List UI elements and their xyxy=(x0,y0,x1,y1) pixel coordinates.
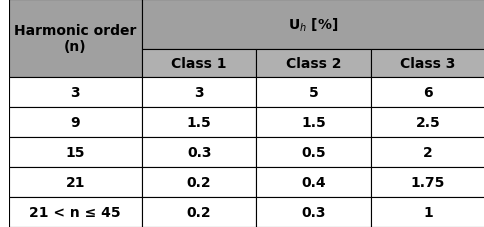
Text: 1.5: 1.5 xyxy=(186,115,211,129)
Text: 3: 3 xyxy=(194,85,204,99)
Bar xyxy=(256,137,370,167)
Bar xyxy=(256,77,370,107)
Text: 0.2: 0.2 xyxy=(186,175,211,189)
Bar xyxy=(9,197,142,227)
Bar xyxy=(370,137,484,167)
Text: Class 2: Class 2 xyxy=(285,57,341,71)
Bar xyxy=(142,50,256,77)
Bar xyxy=(9,167,142,197)
Bar xyxy=(370,50,484,77)
Bar xyxy=(370,107,484,137)
Text: 15: 15 xyxy=(65,145,85,159)
Text: 0.3: 0.3 xyxy=(301,205,325,219)
Text: 1.5: 1.5 xyxy=(301,115,325,129)
Bar xyxy=(142,137,256,167)
Text: 0.2: 0.2 xyxy=(186,205,211,219)
Text: 21: 21 xyxy=(65,175,85,189)
Bar xyxy=(9,77,142,107)
Bar xyxy=(9,107,142,137)
Bar xyxy=(9,137,142,167)
Bar xyxy=(256,107,370,137)
Bar xyxy=(142,107,256,137)
Text: Class 3: Class 3 xyxy=(399,57,454,71)
Text: 6: 6 xyxy=(422,85,432,99)
Text: 2: 2 xyxy=(422,145,432,159)
Bar xyxy=(256,50,370,77)
Text: 3: 3 xyxy=(70,85,80,99)
Text: Class 1: Class 1 xyxy=(171,57,227,71)
Text: 21 < n ≤ 45: 21 < n ≤ 45 xyxy=(30,205,121,219)
Bar xyxy=(9,0,142,77)
Bar xyxy=(256,197,370,227)
Text: 0.5: 0.5 xyxy=(301,145,325,159)
Bar xyxy=(370,77,484,107)
Text: 1: 1 xyxy=(422,205,432,219)
Text: 9: 9 xyxy=(70,115,80,129)
Text: U$_h$ [%]: U$_h$ [%] xyxy=(288,16,338,34)
Bar xyxy=(142,0,484,50)
Text: 2.5: 2.5 xyxy=(415,115,439,129)
Bar xyxy=(142,77,256,107)
Text: 0.3: 0.3 xyxy=(186,145,211,159)
Bar xyxy=(142,197,256,227)
Bar xyxy=(370,167,484,197)
Bar xyxy=(142,167,256,197)
Text: 5: 5 xyxy=(308,85,318,99)
Text: 0.4: 0.4 xyxy=(301,175,325,189)
Text: 1.75: 1.75 xyxy=(410,175,444,189)
Bar xyxy=(370,197,484,227)
Text: Harmonic order
(n): Harmonic order (n) xyxy=(14,24,136,54)
Bar xyxy=(256,167,370,197)
